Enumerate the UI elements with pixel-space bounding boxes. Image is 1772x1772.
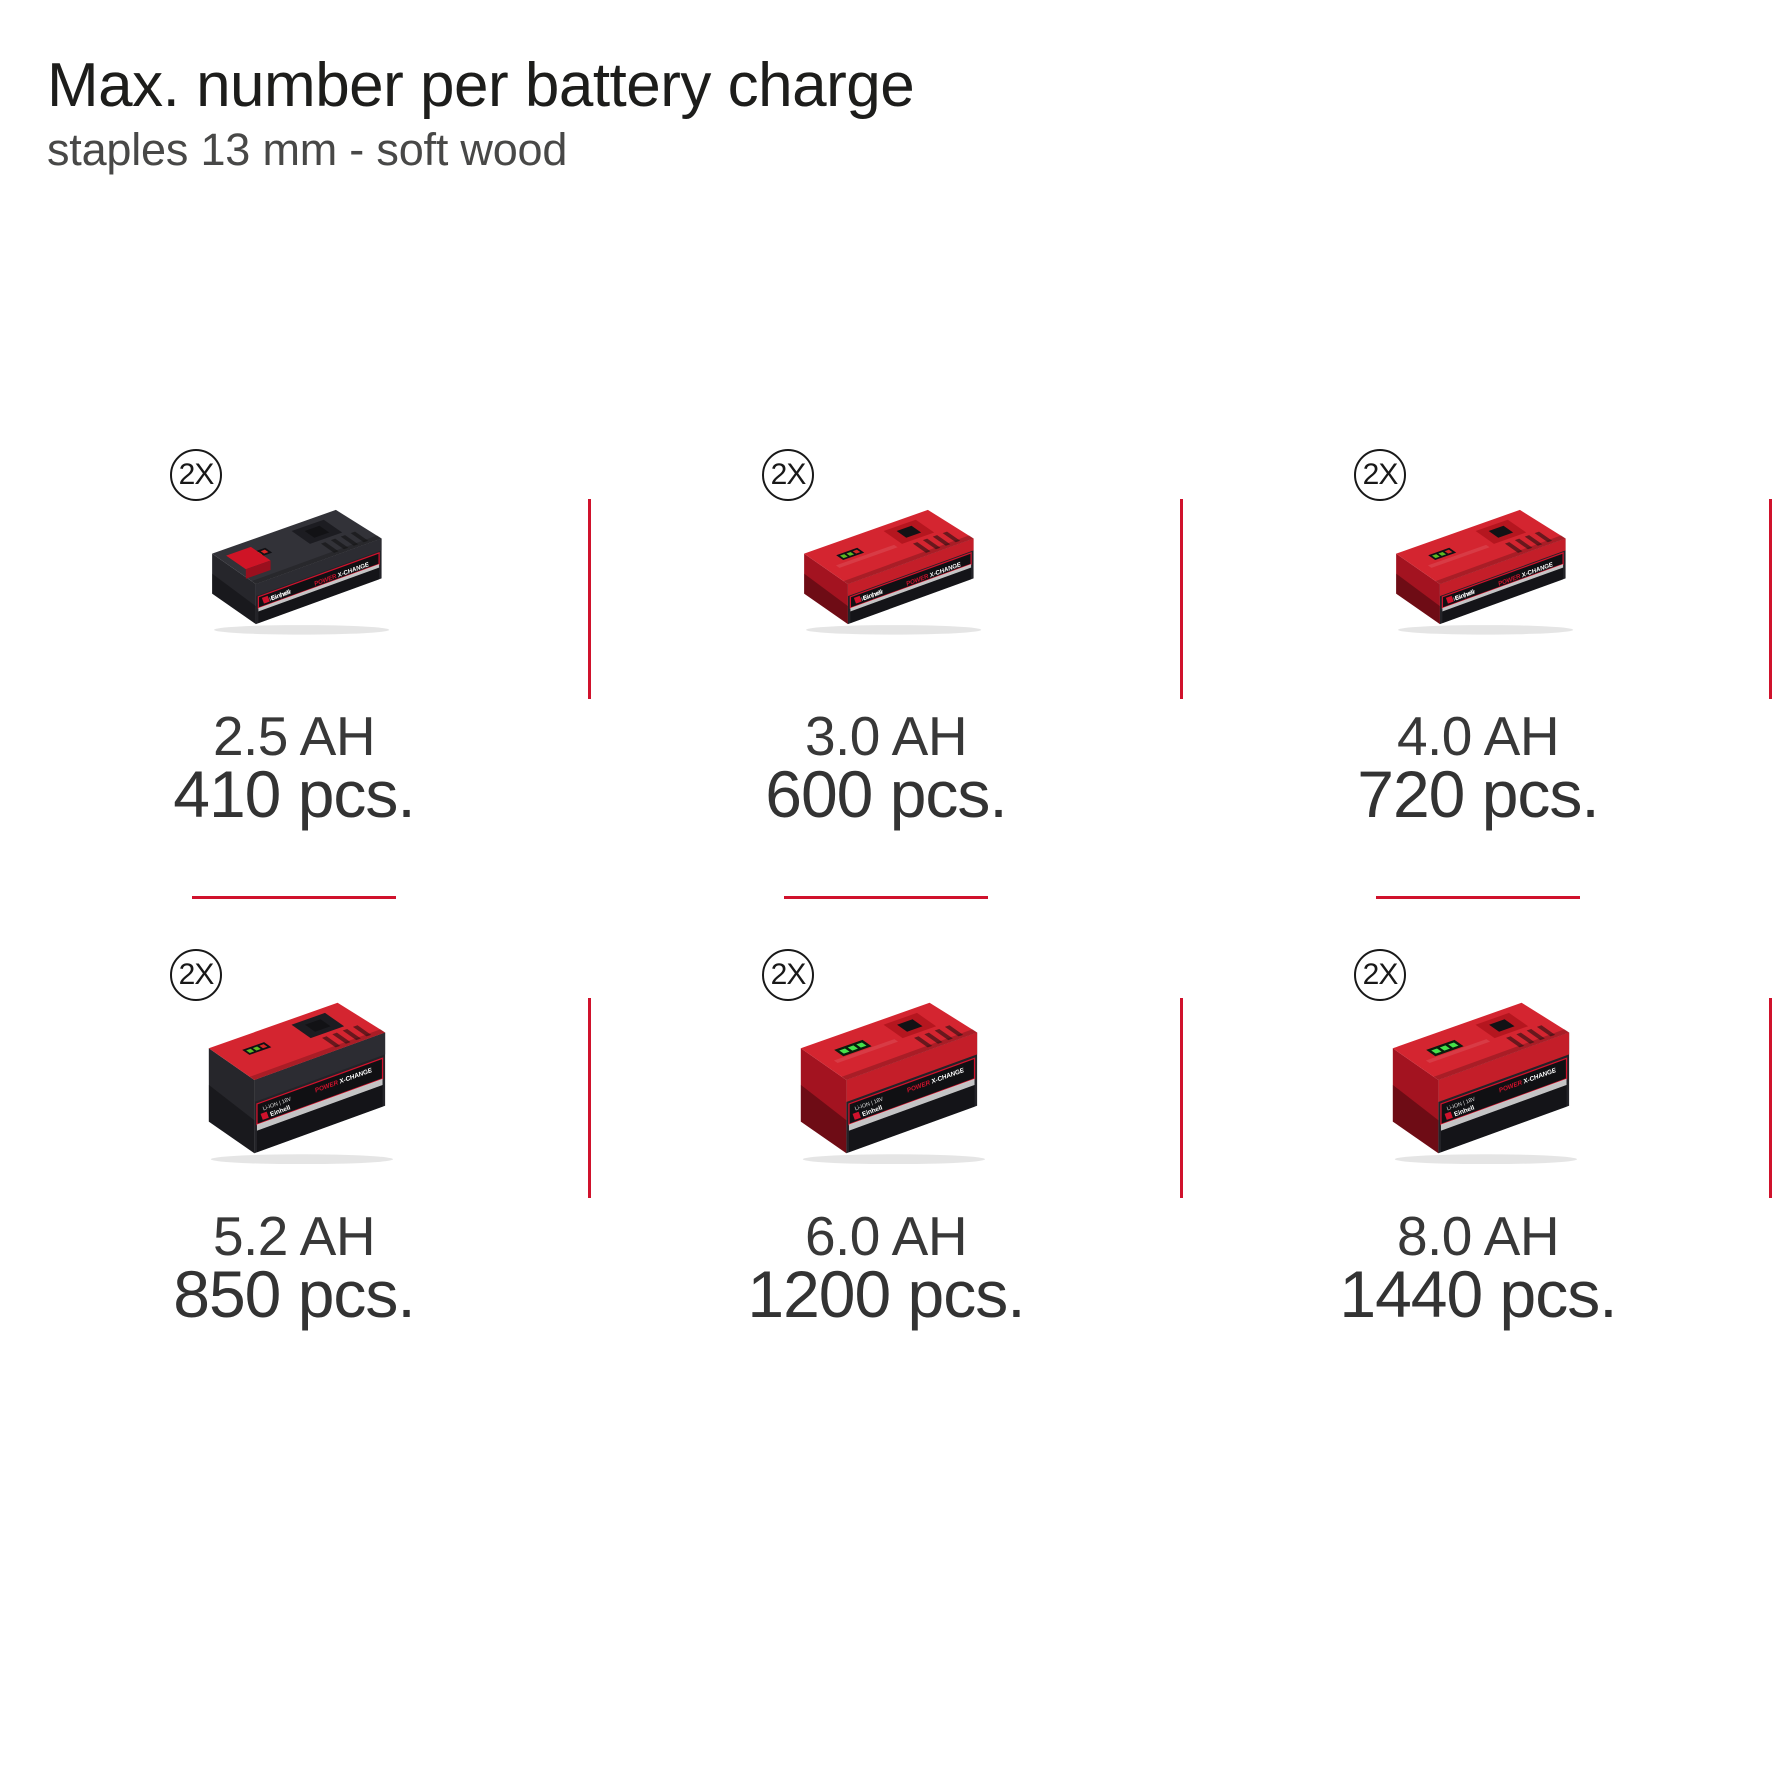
battery-capacity-label: 2.5 AH: [212, 705, 376, 767]
column-divider: [588, 998, 591, 1198]
battery-cell: 2X Li-ION | 18V POWER X-CHANGE Einhell 4.0…: [1182, 430, 1772, 910]
battery-cell: 2X Li-ION | 18V POWER X-CHANGE Einhell 6.0…: [590, 930, 1182, 1410]
einhell-power-x-change-battery-3-0ah-icon: Li-ION | 18V POWER X-CHANGE Einhell: [787, 498, 985, 636]
staple-count-label: 410 pcs.: [173, 757, 416, 831]
quantity-badge-label: 2X: [1362, 458, 1399, 491]
page-subtitle: staples 13 mm - soft wood: [47, 124, 568, 175]
staple-count-label: 850 pcs.: [173, 1257, 416, 1331]
battery-capacity-label: 4.0 AH: [1396, 705, 1560, 767]
quantity-badge: 2X: [762, 449, 814, 501]
einhell-power-x-change-battery-5-2ah-icon: Li-ION | 18V POWER X-CHANGE Einhell: [191, 992, 397, 1164]
battery-cell: 2X Li-ION | 18V POWER X-CHANGE Einhell 5.2…: [0, 930, 590, 1410]
quantity-badge: 2X: [1354, 449, 1406, 501]
row-divider: [784, 896, 988, 899]
staple-count-label: 1440 pcs.: [1339, 1257, 1617, 1331]
column-divider: [588, 499, 591, 699]
battery-cell: 2X Li-ION | 18V POWER X-CHANGE Einhell 3.0…: [590, 430, 1182, 910]
page-title: Max. number per battery charge: [47, 51, 915, 120]
battery-cell: 2X Li-ION | 18V POWER X-CHANGE Einhell 2.5…: [0, 430, 590, 910]
staple-count-label: 720 pcs.: [1357, 757, 1600, 831]
row-divider: [192, 896, 396, 899]
staple-count-label: 1200 pcs.: [747, 1257, 1025, 1331]
battery-capacity-label: 6.0 AH: [804, 1205, 968, 1267]
einhell-power-x-change-battery-8-0ah-icon: Li-ION | 18V POWER X-CHANGE Einhell: [1375, 992, 1581, 1164]
staple-count-label: 600 pcs.: [765, 757, 1008, 831]
row-divider: [1376, 896, 1580, 899]
battery-capacity-label: 8.0 AH: [1396, 1205, 1560, 1267]
battery-cell: 2X Li-ION | 18V POWER X-CHANGE Einhell 8.0…: [1182, 930, 1772, 1410]
quantity-badge-label: 2X: [1362, 958, 1399, 991]
quantity-badge-label: 2X: [178, 458, 215, 491]
battery-capacity-label: 5.2 AH: [212, 1205, 376, 1267]
column-divider: [1180, 499, 1183, 699]
quantity-badge: 2X: [170, 949, 222, 1001]
column-divider-edge: [1769, 499, 1772, 699]
quantity-badge-label: 2X: [770, 458, 807, 491]
quantity-badge: 2X: [762, 949, 814, 1001]
column-divider-edge: [1769, 998, 1772, 1198]
quantity-badge: 2X: [1354, 949, 1406, 1001]
einhell-power-x-change-battery-4-0ah-icon: Li-ION | 18V POWER X-CHANGE Einhell: [1379, 498, 1577, 636]
quantity-badge: 2X: [170, 449, 222, 501]
battery-capacity-label: 3.0 AH: [804, 705, 968, 767]
quantity-badge-label: 2X: [178, 958, 215, 991]
column-divider: [1180, 998, 1183, 1198]
quantity-badge-label: 2X: [770, 958, 807, 991]
einhell-power-x-change-battery-6-0ah-icon: Li-ION | 18V POWER X-CHANGE Einhell: [783, 992, 989, 1164]
einhell-power-x-change-battery-2-5ah-icon: Li-ION | 18V POWER X-CHANGE Einhell: [195, 498, 393, 636]
